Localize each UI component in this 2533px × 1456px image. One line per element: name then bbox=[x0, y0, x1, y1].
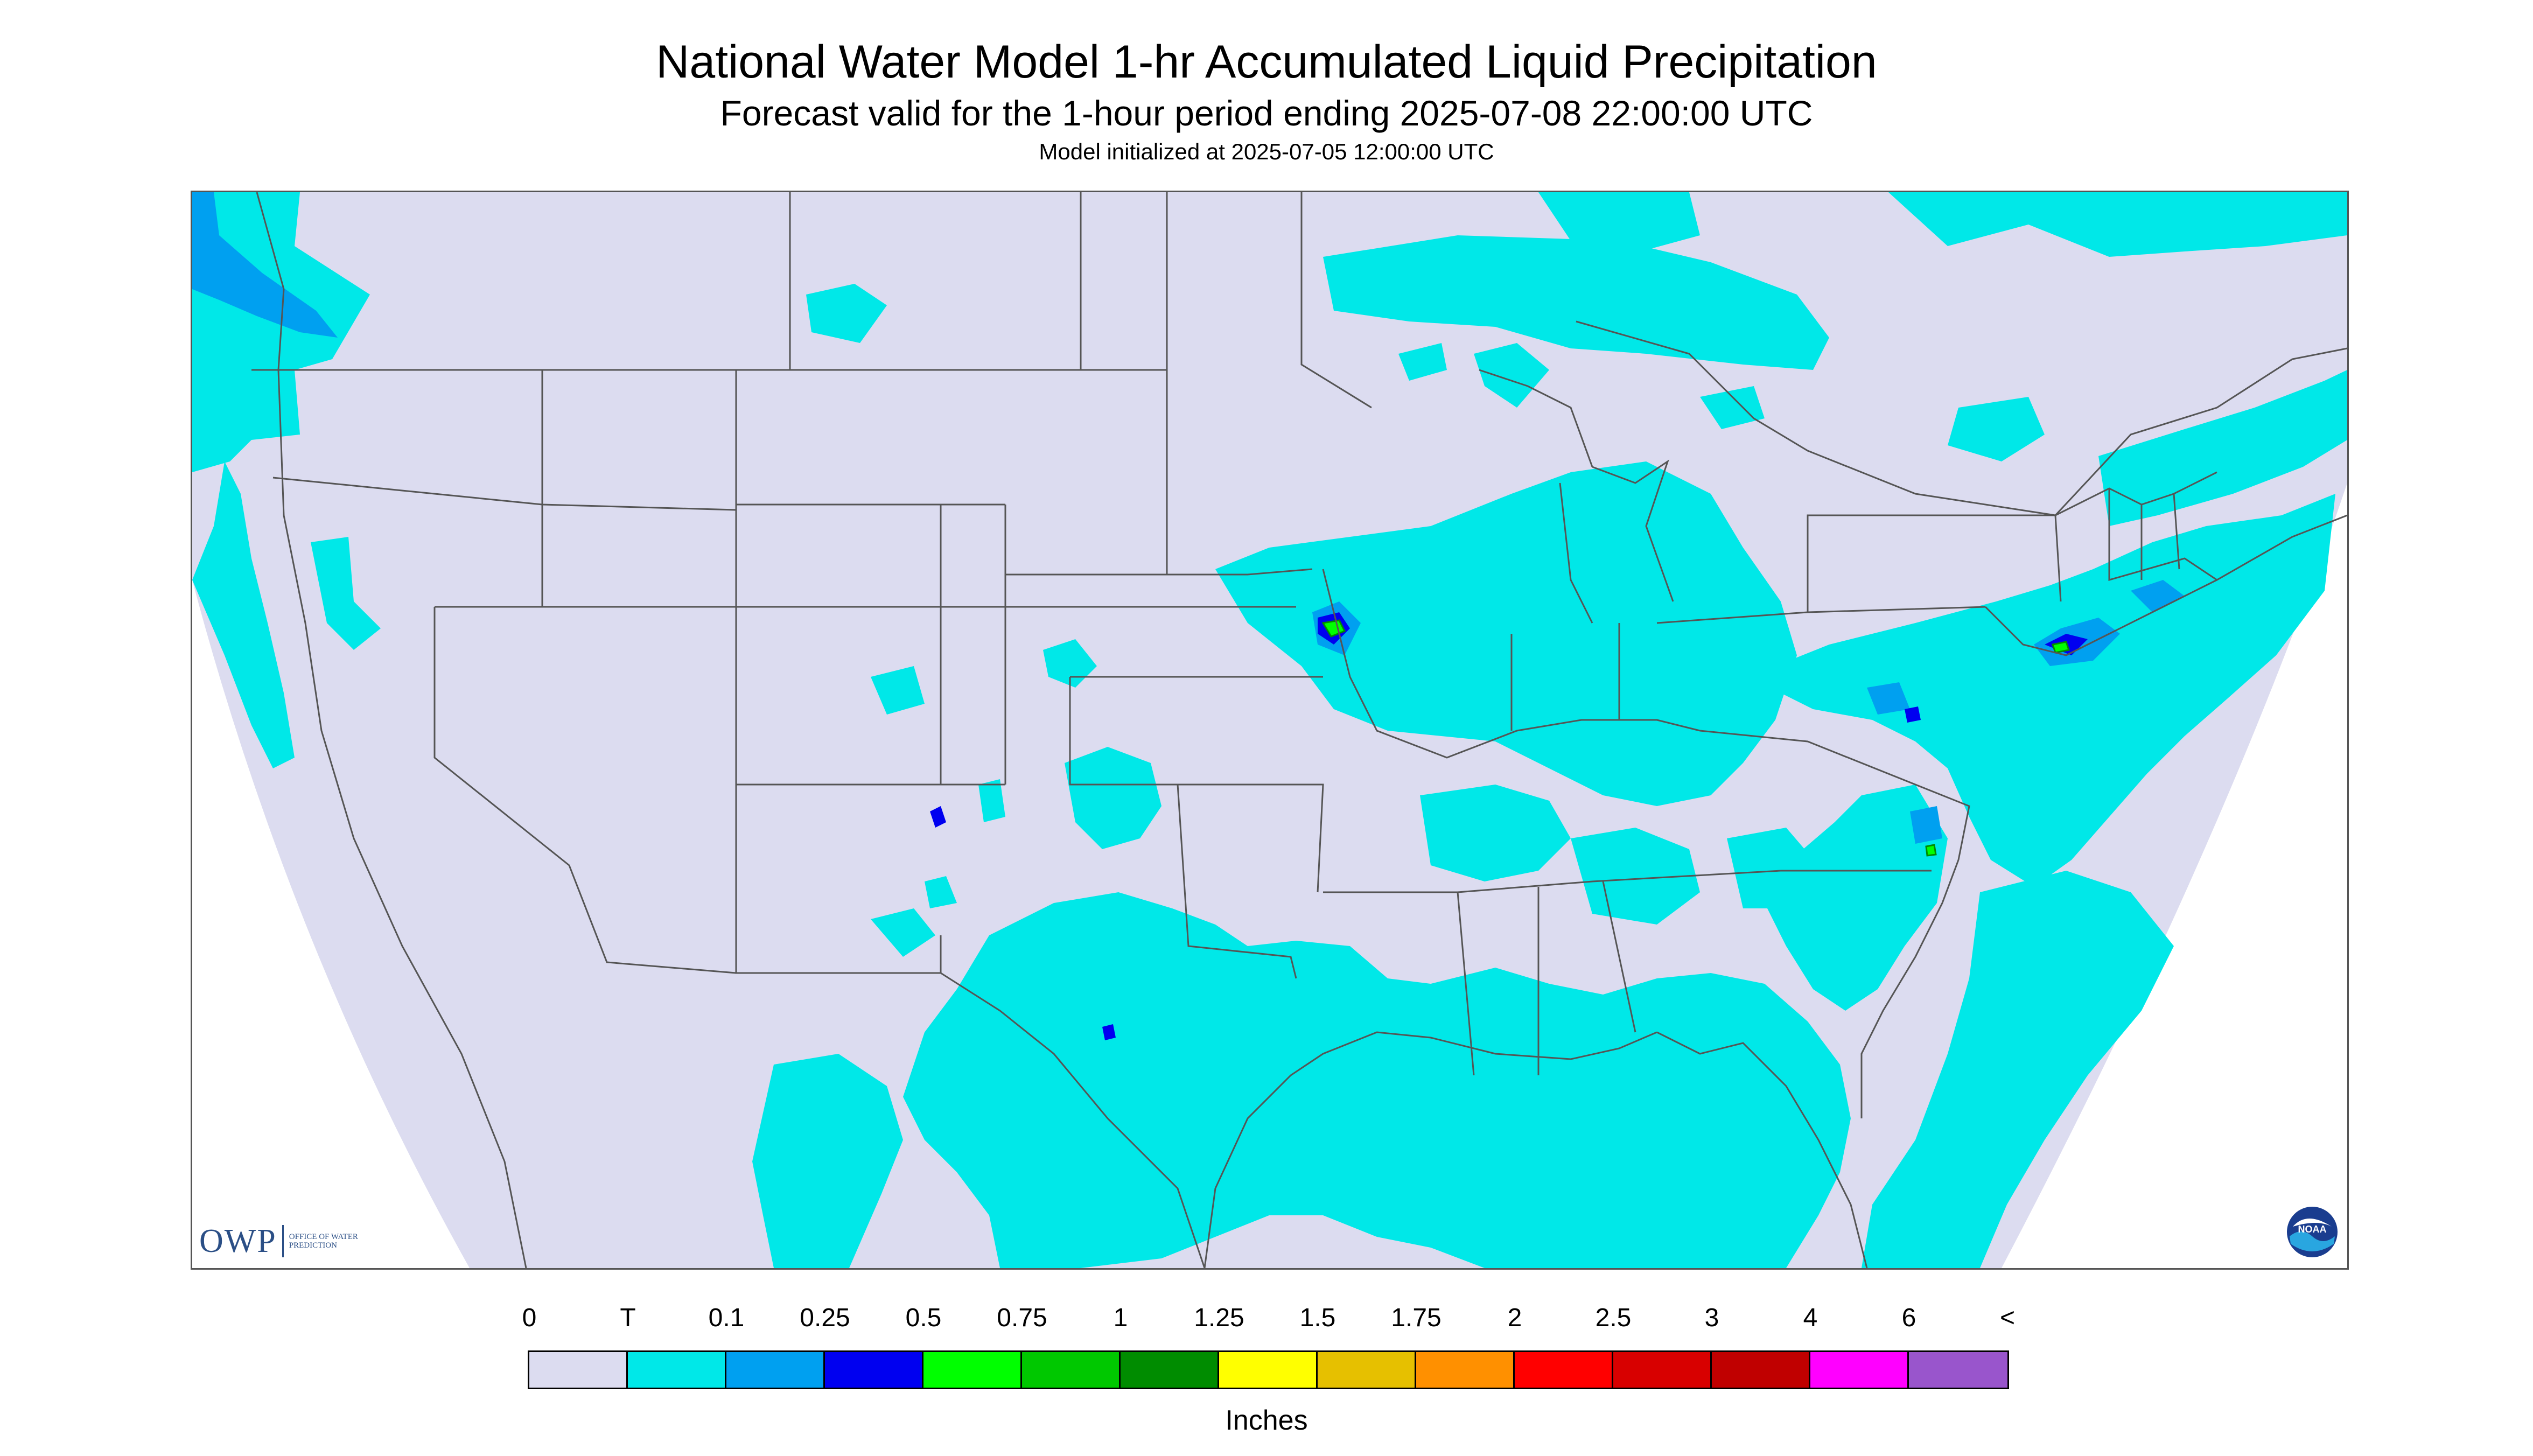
noaa-logo-icon: NOAA bbox=[2287, 1207, 2338, 1257]
map-subtitle: Forecast valid for the 1-hour period end… bbox=[720, 93, 1813, 133]
legend-label-5: 0.75 bbox=[997, 1304, 1047, 1332]
legend-units: Inches bbox=[1225, 1405, 1308, 1436]
legend-label-7: 1.25 bbox=[1194, 1304, 1244, 1332]
legend-label-8: 1.5 bbox=[1299, 1304, 1336, 1332]
legend-swatch-0 bbox=[529, 1352, 628, 1388]
legend-swatch-14 bbox=[1909, 1352, 2007, 1388]
legend-label-15: < bbox=[1999, 1304, 2016, 1332]
legend-color-bar bbox=[528, 1350, 2009, 1389]
legend-swatch-13 bbox=[1810, 1352, 1909, 1388]
map-title: National Water Model 1-hr Accumulated Li… bbox=[656, 36, 1877, 88]
owp-logo: OWP OFFICE OF WATER PREDICTION bbox=[199, 1222, 365, 1260]
legend-swatch-9 bbox=[1416, 1352, 1515, 1388]
boundaries bbox=[251, 192, 2347, 1268]
legend-label-11: 2.5 bbox=[1595, 1304, 1632, 1332]
legend-label-0: 0 bbox=[522, 1304, 537, 1332]
legend-swatch-8 bbox=[1318, 1352, 1416, 1388]
legend-label-1: T bbox=[620, 1304, 636, 1332]
model-init-line: Model initialized at 2025-07-05 12:00:00… bbox=[1039, 139, 1494, 164]
legend-label-4: 0.5 bbox=[905, 1304, 942, 1332]
legend-swatch-2 bbox=[726, 1352, 825, 1388]
legend-label-14: 6 bbox=[1901, 1304, 1916, 1332]
legend-swatch-6 bbox=[1121, 1352, 1219, 1388]
legend-label-13: 4 bbox=[1803, 1304, 1818, 1332]
legend-swatch-5 bbox=[1022, 1352, 1121, 1388]
legend-swatch-7 bbox=[1219, 1352, 1318, 1388]
owp-logo-separator bbox=[282, 1225, 284, 1257]
legend-label-6: 1 bbox=[1113, 1304, 1128, 1332]
legend-label-12: 3 bbox=[1704, 1304, 1719, 1332]
legend-swatch-1 bbox=[628, 1352, 726, 1388]
model-domain bbox=[192, 192, 2347, 1268]
legend-label-3: 0.25 bbox=[800, 1304, 850, 1332]
legend-swatch-12 bbox=[1712, 1352, 1810, 1388]
legend-swatch-11 bbox=[1613, 1352, 1712, 1388]
precipitation-map bbox=[191, 191, 2349, 1270]
legend-label-2: 0.1 bbox=[708, 1304, 745, 1332]
legend-swatch-3 bbox=[825, 1352, 923, 1388]
legend-swatch-4 bbox=[923, 1352, 1022, 1388]
owp-logo-word: OWP bbox=[199, 1222, 277, 1259]
legend-label-10: 2 bbox=[1507, 1304, 1522, 1332]
legend-label-9: 1.75 bbox=[1391, 1304, 1442, 1332]
legend-swatch-10 bbox=[1515, 1352, 1613, 1388]
noaa-logo-text: NOAA bbox=[2298, 1224, 2327, 1235]
owp-logo-subtitle: OFFICE OF WATER PREDICTION bbox=[289, 1233, 358, 1250]
